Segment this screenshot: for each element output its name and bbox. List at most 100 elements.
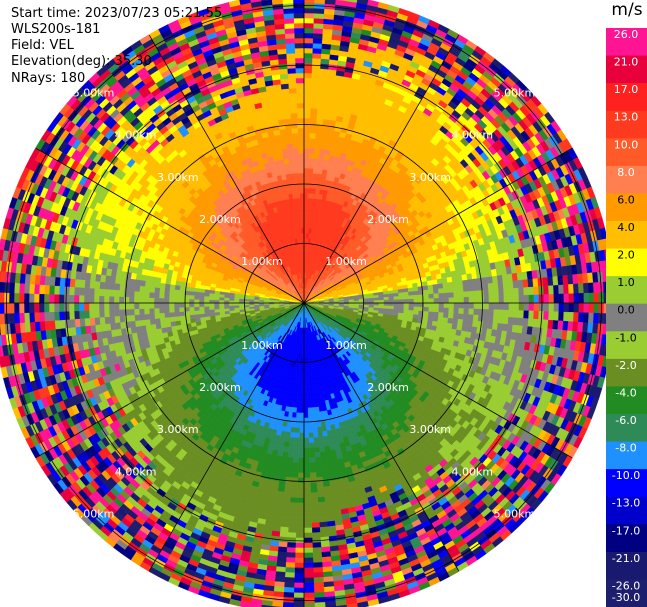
velocity-gate <box>483 302 490 310</box>
velocity-gate <box>318 83 328 90</box>
velocity-gate <box>308 172 314 179</box>
velocity-gate <box>383 299 390 304</box>
velocity-gate <box>319 148 326 155</box>
velocity-gate <box>498 309 505 318</box>
velocity-gate <box>538 302 545 312</box>
velocity-gate <box>518 302 525 311</box>
velocity-gate <box>472 320 479 328</box>
velocity-gate <box>303 32 314 39</box>
velocity-gate <box>398 292 405 297</box>
velocity-gate <box>303 152 310 159</box>
velocity-rays <box>0 0 606 607</box>
velocity-gate <box>319 143 327 150</box>
velocity-gate <box>307 187 313 194</box>
velocity-gate <box>393 299 400 304</box>
velocity-gate <box>433 307 440 313</box>
velocity-gate <box>303 147 310 154</box>
velocity-gate <box>303 172 309 179</box>
velocity-gate <box>568 293 575 304</box>
velocity-gate <box>303 162 310 169</box>
velocity-gate <box>303 42 314 49</box>
velocity-gate <box>408 295 415 300</box>
velocity-gate <box>573 283 580 294</box>
velocity-gate <box>393 302 400 307</box>
velocity-gate <box>403 306 410 311</box>
velocity-gate <box>438 297 445 304</box>
velocity-gate <box>467 314 474 322</box>
velocity-gate <box>503 288 510 297</box>
velocity-gate <box>303 82 312 89</box>
velocity-gate <box>482 315 489 323</box>
velocity-gate <box>442 287 449 294</box>
velocity-gate <box>433 302 440 308</box>
velocity-gate <box>393 296 400 301</box>
velocity-gate <box>433 288 439 295</box>
velocity-gate <box>463 291 470 298</box>
velocity-gate <box>308 162 315 169</box>
velocity-gate <box>303 0 315 4</box>
velocity-gate <box>507 280 514 289</box>
velocity-gate <box>583 292 590 304</box>
velocity-gate <box>492 282 499 290</box>
velocity-gate <box>573 302 580 313</box>
velocity-gate <box>533 286 540 296</box>
velocity-gate <box>528 302 535 312</box>
velocity-gate <box>438 302 445 309</box>
velocity-gate <box>588 282 595 294</box>
velocity-gate <box>463 302 470 310</box>
velocity-gate <box>533 310 540 320</box>
velocity-gate <box>303 37 314 44</box>
velocity-gate <box>303 137 311 144</box>
velocity-gate <box>453 302 460 309</box>
velocity-gate <box>532 318 539 328</box>
velocity-gate <box>457 280 464 288</box>
velocity-gate <box>313 7 325 14</box>
velocity-gate <box>492 316 499 324</box>
velocity-gate <box>542 319 549 329</box>
velocity-gate <box>383 302 390 307</box>
velocity-gate <box>311 72 321 79</box>
velocity-gate <box>548 294 555 304</box>
velocity-gate <box>453 307 460 315</box>
velocity-gate <box>398 295 405 300</box>
velocity-gate <box>498 288 505 297</box>
velocity-gate <box>493 302 500 311</box>
velocity-gate <box>553 293 560 304</box>
velocity-gate <box>443 302 450 309</box>
velocity-gate <box>436 278 443 285</box>
velocity-gate <box>558 302 565 313</box>
velocity-gate <box>317 163 324 170</box>
velocity-gate <box>310 92 319 99</box>
velocity-gate <box>438 307 445 314</box>
velocity-gate <box>583 282 590 294</box>
velocity-gate <box>314 148 321 155</box>
velocity-gate <box>462 285 469 293</box>
velocity-gate <box>303 207 308 214</box>
velocity-gate <box>522 279 529 288</box>
velocity-gate <box>403 299 410 304</box>
velocity-gate <box>593 282 600 294</box>
velocity-gate <box>528 286 535 296</box>
velocity-gate <box>488 302 495 310</box>
velocity-gate <box>543 302 550 312</box>
velocity-gate <box>303 202 308 209</box>
velocity-gate <box>543 285 550 295</box>
velocity-gate <box>563 302 570 313</box>
velocity-gate <box>303 77 313 84</box>
velocity-gate <box>311 188 317 194</box>
velocity-gate <box>542 277 549 287</box>
velocity-gate <box>303 157 310 164</box>
velocity-gate <box>315 128 323 135</box>
velocity-gate <box>428 298 435 304</box>
velocity-gate <box>468 308 475 316</box>
velocity-gate <box>457 318 464 326</box>
velocity-gate <box>307 177 313 184</box>
velocity-gate <box>423 289 429 295</box>
velocity-gate <box>508 288 515 297</box>
velocity-gate <box>307 202 312 209</box>
velocity-gate <box>473 290 480 298</box>
velocity-gate <box>309 132 317 139</box>
velocity-gate <box>319 68 329 75</box>
velocity-gate <box>588 312 595 324</box>
velocity-gate <box>523 287 530 296</box>
